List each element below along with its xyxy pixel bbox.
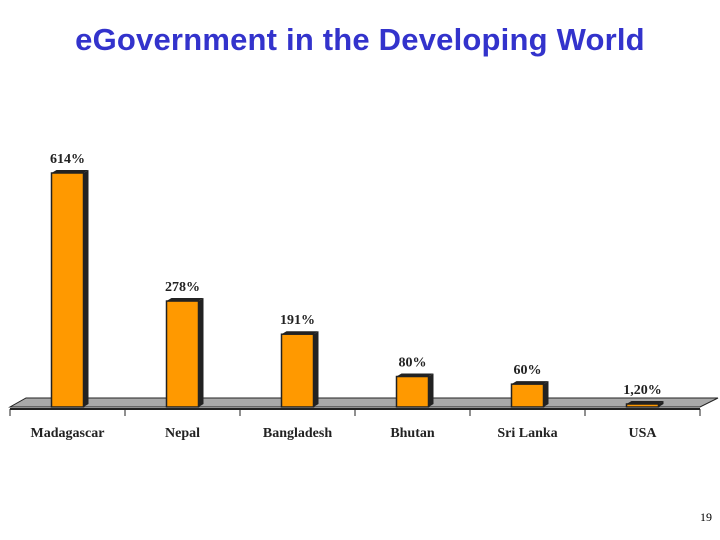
bar-side — [543, 381, 549, 407]
bar-top — [51, 170, 89, 173]
bar-side — [313, 331, 319, 407]
bar-front — [50, 172, 85, 408]
bar-side — [428, 373, 434, 407]
x-tick-label: Sri Lanka — [497, 426, 557, 441]
slide-title: eGovernment in the Developing World — [75, 22, 645, 57]
data-label: 278% — [165, 280, 200, 295]
data-label: 60% — [514, 363, 542, 378]
bar — [165, 298, 204, 408]
bar-top — [396, 373, 434, 377]
data-label: 80% — [399, 356, 427, 371]
bar-front — [510, 383, 545, 408]
bar-top — [626, 401, 664, 404]
x-tick-label: Bhutan — [390, 426, 435, 441]
x-tick-label: USA — [628, 426, 657, 441]
bar — [395, 373, 434, 408]
bar-front — [625, 403, 660, 408]
data-label: 1,20% — [623, 383, 662, 398]
bar-top — [281, 331, 319, 335]
data-label: 614% — [50, 152, 85, 167]
bar-top — [166, 298, 204, 302]
bar — [625, 401, 664, 408]
page-number: 19 — [700, 510, 712, 524]
x-tick-label: Nepal — [165, 426, 200, 441]
bar-side — [658, 401, 664, 407]
bar — [50, 170, 89, 408]
x-tick-label: Madagascar — [31, 426, 105, 441]
bar — [510, 381, 549, 408]
bar — [280, 331, 319, 408]
chart-floor — [8, 397, 719, 408]
bar-side — [198, 298, 204, 407]
data-label: 191% — [280, 313, 315, 328]
x-tick-label: Bangladesh — [263, 426, 332, 441]
bar-top — [511, 381, 549, 385]
bar-front — [280, 333, 315, 408]
bar-front — [165, 300, 200, 408]
bar-front — [395, 375, 430, 408]
bar-side — [83, 170, 89, 407]
